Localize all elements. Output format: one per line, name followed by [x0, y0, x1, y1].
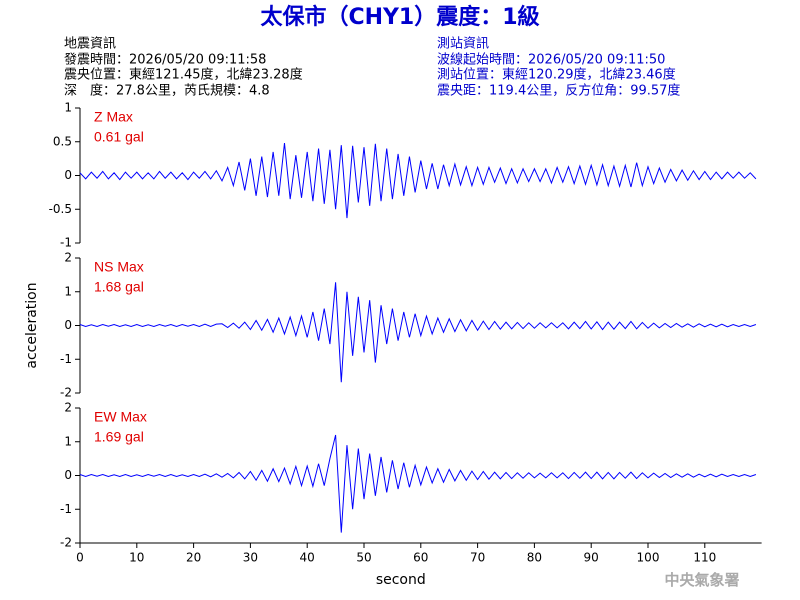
- y-tick-label: 2: [64, 401, 72, 415]
- annotation: 1.68 gal: [94, 279, 144, 295]
- info-line: 震央位置：東經121.45度，北緯23.28度: [64, 67, 303, 83]
- info-line: 測站位置：東經120.29度，北緯23.46度: [437, 67, 676, 83]
- y-tick-label: 0: [64, 318, 72, 332]
- waveform: [79, 143, 757, 219]
- info-line: 震央距：119.4公里，反方位角：99.57度: [437, 83, 680, 99]
- annotation: 1.69 gal: [94, 429, 144, 445]
- y-tick-label: 0: [64, 168, 72, 182]
- x-axis-label: second: [376, 572, 426, 588]
- annotation: NS Max: [94, 259, 144, 275]
- info-line: 波線起始時間：2026/05/20 09:11:50: [437, 52, 665, 68]
- y-tick-label: -0.5: [49, 202, 72, 216]
- x-tick-label: 50: [356, 551, 371, 565]
- x-tick-label: 20: [186, 551, 201, 565]
- waveform: [79, 282, 757, 383]
- x-tick-label: 40: [300, 551, 315, 565]
- y-tick-label: 1: [64, 101, 72, 115]
- y-axis-label: acceleration: [24, 282, 40, 368]
- y-tick-label: -1: [60, 502, 72, 516]
- info-line: 測站資訊: [437, 37, 489, 52]
- y-tick-label: 1: [64, 284, 72, 298]
- annotation: EW Max: [94, 409, 147, 425]
- y-tick-label: -2: [60, 536, 72, 550]
- x-tick-label: 90: [584, 551, 599, 565]
- x-tick-label: 100: [637, 551, 660, 565]
- watermark: 中央氣象署: [664, 571, 739, 589]
- x-tick-label: 60: [413, 551, 428, 565]
- y-tick-label: 0: [64, 468, 72, 482]
- annotation: 0.61 gal: [94, 129, 144, 145]
- y-tick-label: 1: [64, 434, 72, 448]
- y-tick-label: 0.5: [53, 134, 72, 148]
- x-tick-label: 110: [693, 551, 716, 565]
- x-tick-label: 30: [243, 551, 258, 565]
- y-tick-label: -1: [60, 352, 72, 366]
- x-tick-label: 80: [527, 551, 542, 565]
- annotation: Z Max: [94, 109, 133, 125]
- x-tick-label: 70: [470, 551, 485, 565]
- x-tick-label: 0: [76, 551, 84, 565]
- y-tick-label: -1: [60, 236, 72, 250]
- y-tick-label: -2: [60, 386, 72, 400]
- waveform: [79, 434, 757, 533]
- info-line: 地震資訊: [64, 37, 116, 52]
- chart-title: 太保市（CHY1）震度：1級: [260, 4, 539, 30]
- info-line: 發震時間：2026/05/20 09:11:58: [64, 53, 266, 68]
- info-line: 深 度：27.8公里，芮氏規模：4.8: [64, 83, 270, 99]
- x-tick-label: 10: [129, 551, 144, 565]
- y-tick-label: 2: [64, 251, 72, 265]
